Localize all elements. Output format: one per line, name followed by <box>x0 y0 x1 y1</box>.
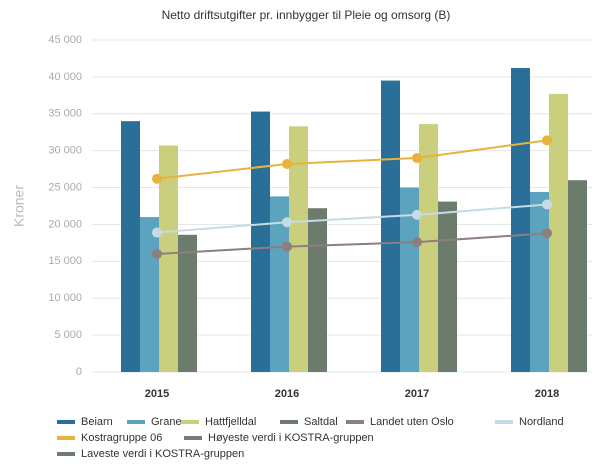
line-point <box>282 241 292 252</box>
x-tick-label: 2017 <box>405 388 429 400</box>
bar <box>568 180 587 372</box>
bar <box>419 124 438 373</box>
x-tick-label: 2018 <box>535 388 559 400</box>
bar <box>530 191 549 372</box>
line <box>156 203 548 234</box>
legend-label: Kostragruppe 06 <box>81 432 162 444</box>
y-axis-label: Kroner <box>11 185 27 227</box>
y-tick-label: 45 000 <box>48 34 82 46</box>
legend-label: Hattfjelldal <box>205 416 256 428</box>
bar <box>308 208 327 372</box>
line <box>156 232 548 255</box>
bar <box>289 126 308 372</box>
legend-label: Saltdal <box>304 416 338 428</box>
bar <box>159 145 178 372</box>
y-tick-label: 30 000 <box>48 145 82 157</box>
line-point <box>412 209 422 220</box>
y-tick-label: 40 000 <box>48 71 82 83</box>
legend-label: Laveste verdi i KOSTRA-gruppen <box>81 448 244 460</box>
legend-label: Nordland <box>519 416 564 428</box>
line-point <box>282 217 292 228</box>
bar <box>178 234 197 372</box>
chart-title: Netto driftsutgifter pr. innbygger til P… <box>162 8 451 22</box>
line-point <box>542 135 552 146</box>
y-tick-label: 5 000 <box>54 329 82 341</box>
bar <box>511 68 530 372</box>
y-tick-label: 20 000 <box>48 218 82 230</box>
y-tick-label: 0 <box>76 366 82 378</box>
y-tick-label: 10 000 <box>48 292 82 304</box>
y-tick-label: 15 000 <box>48 255 82 267</box>
line-point <box>282 158 292 169</box>
line-point <box>152 248 162 259</box>
bar <box>549 93 568 372</box>
x-tick-label: 2016 <box>275 388 299 400</box>
line-point <box>152 227 162 238</box>
line <box>156 139 548 180</box>
legend-label: Grane <box>151 416 182 428</box>
y-tick-label: 35 000 <box>48 108 82 120</box>
bar <box>251 111 270 372</box>
bar <box>381 80 400 373</box>
bar <box>400 187 419 372</box>
legend-label: Beiarn <box>81 416 113 428</box>
line-point <box>542 199 552 210</box>
bar <box>121 121 140 373</box>
bar <box>438 201 457 372</box>
bar <box>270 196 289 372</box>
line-point <box>152 173 162 184</box>
x-tick-label: 2015 <box>145 388 169 400</box>
legend-label: Landet uten Oslo <box>370 416 454 428</box>
y-tick-label: 25 000 <box>48 181 82 193</box>
legend-label: Høyeste verdi i KOSTRA-gruppen <box>208 432 374 444</box>
line-point <box>542 228 552 239</box>
line-point <box>412 153 422 164</box>
line-point <box>412 237 422 248</box>
bar <box>140 217 159 372</box>
